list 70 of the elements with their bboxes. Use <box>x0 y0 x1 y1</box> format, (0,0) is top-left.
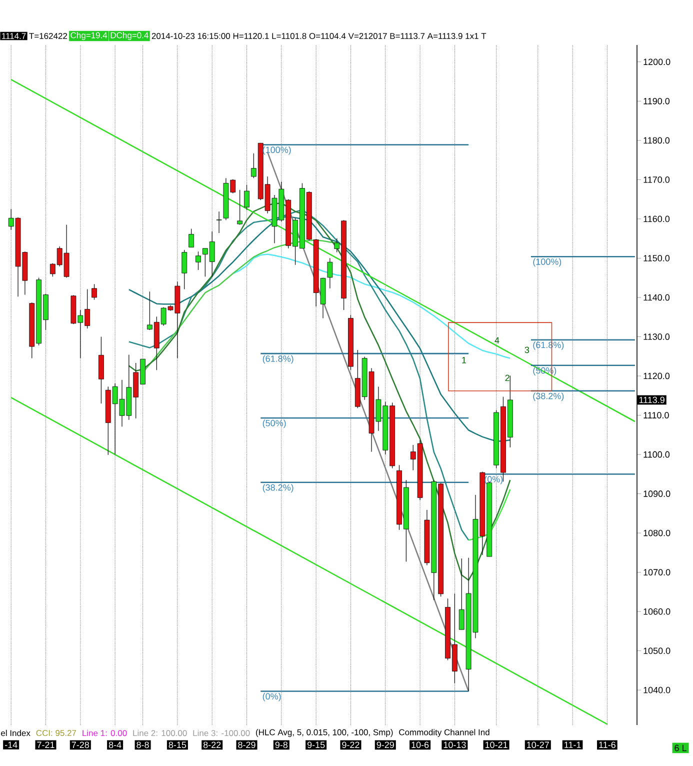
text: 1114.7 <box>2 33 26 39</box>
x-tick-label: 8-8 <box>136 742 149 748</box>
y-tick-label: 1190.0 <box>644 98 670 104</box>
annotation: 3 <box>524 346 530 354</box>
candlestick <box>216 211 222 234</box>
text: Line 3: -100.00 <box>193 730 250 736</box>
x-tick-label: -14 <box>4 742 18 748</box>
text: Line 1: 0.00 <box>82 730 127 736</box>
y-tick-label: 1200.0 <box>644 58 670 66</box>
y-tick-label: 1090.0 <box>644 490 670 497</box>
y-tick-label: 1110.0 <box>644 412 669 418</box>
x-tick-label: 11-6 <box>599 742 616 748</box>
text: (HLC Avg, 5, 0.015, 100, -100, Smp) <box>256 729 393 737</box>
x-tick-label: 9-8 <box>275 742 288 748</box>
x-tick-label: 8-22 <box>203 742 221 748</box>
x-tick-label: 8-29 <box>238 742 256 748</box>
y-tick-label: 1070.0 <box>644 569 670 576</box>
x-tick-label: 10-27 <box>527 742 549 748</box>
candlestick <box>98 336 104 404</box>
candlestick <box>327 258 333 289</box>
candlestick <box>237 190 243 226</box>
x-tick-label: 9-29 <box>376 742 394 748</box>
y-tick-label: 1050.0 <box>644 648 670 654</box>
y-tick-label: 1130.0 <box>644 334 670 340</box>
x-tick-label: 10-13 <box>444 742 466 748</box>
text: Chg=19.4 <box>70 32 108 40</box>
candlestick <box>196 251 201 270</box>
annotation: 4 <box>494 337 500 344</box>
x-tick-label: 11-1 <box>564 742 581 748</box>
y-tick-label: 1040.0 <box>644 686 670 694</box>
y-tick-label: 1170.0 <box>644 176 670 183</box>
x-tick-label: 10-21 <box>485 742 508 748</box>
x-tick-label: 9-22 <box>342 742 360 748</box>
annotation: 2 <box>505 374 510 382</box>
x-tick-label: 8-15 <box>168 742 186 748</box>
annotation: (61.8%) <box>262 355 294 364</box>
candlestick <box>182 250 188 290</box>
annotation: (38.2%) <box>533 392 564 401</box>
annotation: (38.2%) <box>262 484 294 492</box>
candlestick <box>92 284 97 300</box>
y-tick-label: 1080.0 <box>644 530 670 536</box>
y-tick-label: 1060.0 <box>644 608 670 615</box>
annotation: (0%) <box>262 692 281 702</box>
annotation: (100%) <box>533 258 562 267</box>
text: 1113.9 <box>639 396 664 404</box>
x-tick-label: 9-15 <box>307 742 325 748</box>
line-series <box>128 202 511 581</box>
text: Line 2: 100.00 <box>133 730 187 736</box>
y-tick-label: 1180.0 <box>644 137 670 144</box>
x-tick-label: 7-28 <box>72 742 90 748</box>
annotation: (50%) <box>262 420 286 428</box>
text: el Index <box>1 730 30 736</box>
candlestick <box>244 184 250 210</box>
text: CCI: 95.27 <box>36 730 76 736</box>
y-tick-label: 1140.0 <box>644 294 670 301</box>
y-tick-label: 1160.0 <box>644 216 670 222</box>
y-tick-label: 1150.0 <box>644 254 670 262</box>
y-tick-label: 1120.0 <box>644 372 670 380</box>
x-tick-label: 10-6 <box>412 742 429 748</box>
text: T=162422 <box>29 32 68 39</box>
text: DChg=0.4 <box>110 32 148 40</box>
text: 6 L <box>674 744 686 752</box>
candlestick <box>188 228 194 248</box>
x-tick-label: 8-4 <box>108 742 122 748</box>
annotation: 1 <box>462 357 466 364</box>
line-series <box>128 209 470 541</box>
y-tick-label: 1100.0 <box>644 451 670 458</box>
text: Commodity Channel Ind <box>399 729 490 737</box>
x-tick-label: 7-21 <box>37 742 54 748</box>
text: 2014-10-23 16:15:00 H=1120.1 L=1101.8 O=1104.4 V=212017 B=1113.7 A=1113.9 1x1 T <box>152 32 486 39</box>
